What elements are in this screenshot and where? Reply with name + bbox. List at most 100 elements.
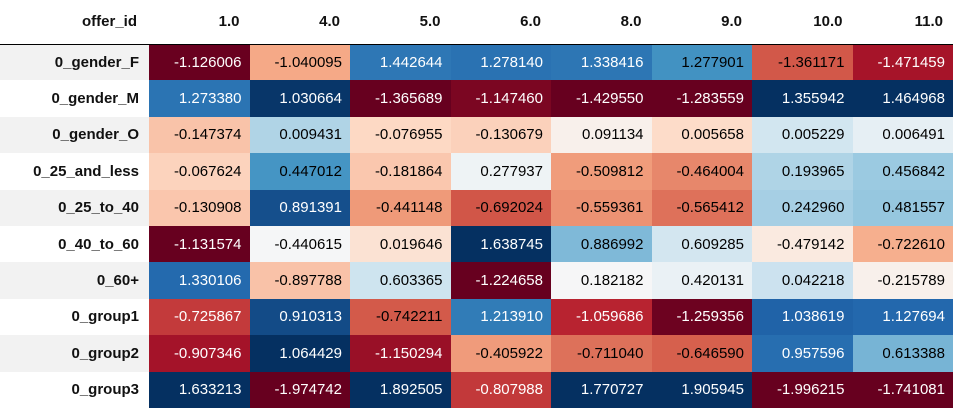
row-label: 0_40_to_60 <box>0 225 149 263</box>
table-row: 0_gender_M 1.273380 1.030664 -1.365689 -1.14… <box>0 80 953 117</box>
header-row: offer_id 1.0 4.0 5.0 6.0 8.0 9.0 10.0 11.0 <box>0 0 953 45</box>
column-header: 4.0 <box>249 0 350 45</box>
heatmap-body: 0_gender_F -1.126006 -1.040095 1.442644 1.27… <box>0 44 953 408</box>
heatmap-cell: 0.193965 <box>752 153 853 190</box>
heatmap-cell: 0.456842 <box>852 153 953 190</box>
heatmap-cell: -1.131574 <box>149 225 250 263</box>
column-header: 11.0 <box>852 0 953 45</box>
heatmap-cell: -1.040095 <box>249 44 350 81</box>
heatmap-cell: -0.742211 <box>350 298 451 336</box>
heatmap-cell: -0.725867 <box>149 298 250 336</box>
table-row: 0_40_to_60 -1.131574 -0.440615 0.019646 1.63… <box>0 225 953 263</box>
heatmap-cell: 0.242960 <box>752 189 853 226</box>
heatmap-cell: -0.130908 <box>149 189 250 226</box>
heatmap-cell: 0.891391 <box>249 189 350 226</box>
heatmap-cell: 0.091134 <box>551 116 652 154</box>
heatmap-cell: -0.807988 <box>450 371 551 408</box>
heatmap-cell: -0.692024 <box>450 189 551 226</box>
heatmap-cell: 0.420131 <box>651 262 752 299</box>
column-header: 10.0 <box>752 0 853 45</box>
heatmap-cell: 1.330106 <box>149 262 250 299</box>
heatmap-cell: -1.974742 <box>249 371 350 408</box>
column-header: 1.0 <box>149 0 250 45</box>
heatmap-cell: -0.464004 <box>651 153 752 190</box>
heatmap-cell: -1.429550 <box>551 80 652 117</box>
heatmap-cell: -0.479142 <box>752 225 853 263</box>
heatmap-cell: 1.273380 <box>149 80 250 117</box>
table-row: 0_group2 -0.907346 1.064429 -1.150294 -0.405… <box>0 335 953 372</box>
table-row: 0_25_to_40 -0.130908 0.891391 -0.441148 -0.6… <box>0 189 953 226</box>
heatmap-cell: 1.127694 <box>852 298 953 336</box>
heatmap-cell: -0.509812 <box>551 153 652 190</box>
heatmap-cell: 1.464968 <box>852 80 953 117</box>
row-label: 0_gender_F <box>0 44 149 81</box>
heatmap-cell: -1.059686 <box>551 298 652 336</box>
heatmap-cell: 0.005229 <box>752 116 853 154</box>
heatmap-cell: 0.886992 <box>551 225 652 263</box>
heatmap-cell: -0.440615 <box>249 225 350 263</box>
row-label: 0_group3 <box>0 371 149 408</box>
heatmap-cell: 1.338416 <box>551 44 652 81</box>
heatmap-cell: 1.442644 <box>350 44 451 81</box>
heatmap-cell: 1.278140 <box>450 44 551 81</box>
heatmap-cell: -0.711040 <box>551 335 652 372</box>
table-row: 0_group3 1.633213 -1.974742 1.892505 -0.8079… <box>0 371 953 408</box>
heatmap-cell: -0.181864 <box>350 153 451 190</box>
heatmap-cell: -0.215789 <box>852 262 953 299</box>
table-row: 0_gender_F -1.126006 -1.040095 1.442644 1.27… <box>0 44 953 81</box>
column-header: 5.0 <box>350 0 451 45</box>
heatmap-cell: 0.009431 <box>249 116 350 154</box>
heatmap-cell: -1.365689 <box>350 80 451 117</box>
heatmap-cell: 0.182182 <box>551 262 652 299</box>
heatmap-cell: 0.609285 <box>651 225 752 263</box>
heatmap-cell: 1.277901 <box>651 44 752 81</box>
heatmap-cell: 0.005658 <box>651 116 752 154</box>
heatmap-cell: -0.565412 <box>651 189 752 226</box>
heatmap-cell: -0.405922 <box>450 335 551 372</box>
heatmap-cell: -1.126006 <box>149 44 250 81</box>
table-row: 0_60+ 1.330106 -0.897788 0.603365 -1.224658 0… <box>0 262 953 299</box>
column-header: 6.0 <box>450 0 551 45</box>
heatmap-cell: 0.613388 <box>852 335 953 372</box>
heatmap-cell: -0.130679 <box>450 116 551 154</box>
column-header: 9.0 <box>651 0 752 45</box>
heatmap-cell: 1.213910 <box>450 298 551 336</box>
heatmap-cell: -0.067624 <box>149 153 250 190</box>
heatmap-cell: 0.603365 <box>350 262 451 299</box>
heatmap-cell: -1.471459 <box>852 44 953 81</box>
heatmap-cell: 0.042218 <box>752 262 853 299</box>
row-label: 0_25_to_40 <box>0 189 149 226</box>
row-label: 0_group1 <box>0 298 149 336</box>
heatmap-cell: 1.038619 <box>752 298 853 336</box>
column-header: 8.0 <box>551 0 652 45</box>
heatmap-cell: 1.064429 <box>249 335 350 372</box>
heatmap-cell: -0.147374 <box>149 116 250 154</box>
heatmap-cell: -0.646590 <box>651 335 752 372</box>
heatmap-cell: 1.030664 <box>249 80 350 117</box>
table-row: 0_gender_O -0.147374 0.009431 -0.076955 -0.1… <box>0 116 953 154</box>
heatmap-cell: 0.447012 <box>249 153 350 190</box>
heatmap-header: offer_id 1.0 4.0 5.0 6.0 8.0 9.0 10.0 11.0 <box>0 0 953 45</box>
heatmap-cell: -1.150294 <box>350 335 451 372</box>
heatmap-cell: 1.355942 <box>752 80 853 117</box>
heatmap-cell: -1.259356 <box>651 298 752 336</box>
row-label: 0_group2 <box>0 335 149 372</box>
heatmap-cell: -0.722610 <box>852 225 953 263</box>
heatmap-cell: 1.633213 <box>149 371 250 408</box>
heatmap-cell: -1.224658 <box>450 262 551 299</box>
index-header: offer_id <box>0 0 149 45</box>
heatmap-cell: -0.897788 <box>249 262 350 299</box>
heatmap-cell: -0.907346 <box>149 335 250 372</box>
heatmap-cell: 0.910313 <box>249 298 350 336</box>
heatmap-cell: -0.559361 <box>551 189 652 226</box>
heatmap-cell: 0.277937 <box>450 153 551 190</box>
row-label: 0_25_and_less <box>0 153 149 190</box>
table-row: 0_group1 -0.725867 0.910313 -0.742211 1.2139… <box>0 298 953 336</box>
heatmap-cell: 1.638745 <box>450 225 551 263</box>
heatmap-cell: -1.996215 <box>752 371 853 408</box>
heatmap-cell: 1.770727 <box>551 371 652 408</box>
table-row: 0_25_and_less -0.067624 0.447012 -0.181864 0… <box>0 153 953 190</box>
heatmap-cell: 0.006491 <box>852 116 953 154</box>
